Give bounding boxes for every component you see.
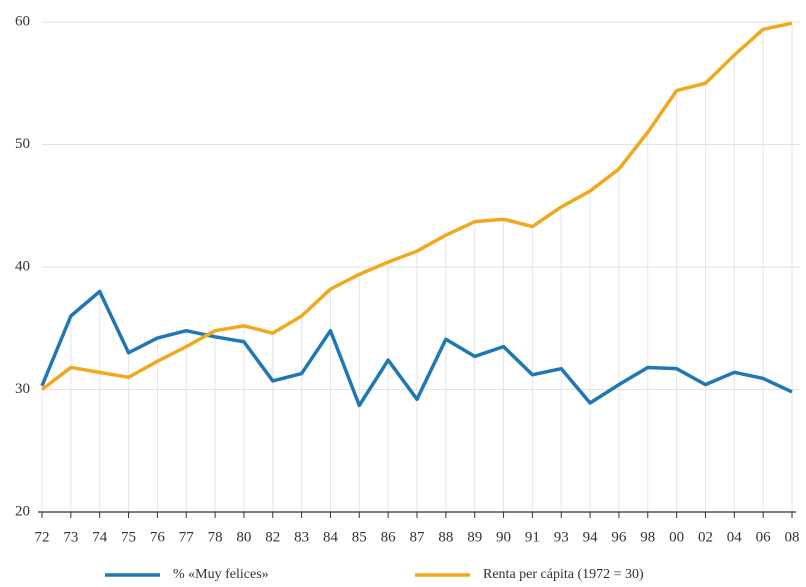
x-tick-label: 76	[150, 529, 166, 545]
legend-label: Renta per cápita (1972 = 30)	[483, 567, 644, 582]
x-tick-label: 85	[352, 529, 367, 545]
y-tick-label: 50	[15, 136, 30, 152]
y-tick-label: 30	[15, 381, 30, 397]
x-tick-label: 73	[63, 529, 78, 545]
x-tick-label: 86	[381, 529, 397, 545]
x-tick-label: 72	[35, 529, 50, 545]
x-tick-label: 84	[323, 529, 339, 545]
x-tick-label: 04	[727, 529, 743, 545]
x-tick-label: 82	[265, 529, 280, 545]
x-tick-label: 98	[640, 529, 655, 545]
series-line	[40, 21, 793, 391]
x-tick-label: 78	[208, 529, 223, 545]
x-tick-label: 87	[410, 529, 426, 545]
y-tick-label: 60	[15, 13, 30, 29]
x-tick-label: 89	[467, 529, 482, 545]
x-tick-label: 88	[438, 529, 453, 545]
y-tick-label: 20	[15, 503, 30, 519]
x-tick-label: 83	[294, 529, 309, 545]
x-tick-label: 74	[92, 529, 108, 545]
x-tick-label: 93	[554, 529, 569, 545]
y-tick-label: 40	[15, 258, 30, 274]
x-tick-label: 94	[583, 529, 599, 545]
x-tick-label: 80	[236, 529, 251, 545]
x-tick-label: 06	[756, 529, 772, 545]
x-tick-label: 00	[669, 529, 684, 545]
x-tick-label: 90	[496, 529, 511, 545]
x-tick-label: 08	[785, 529, 800, 545]
x-tick-label: 75	[121, 529, 136, 545]
legend-label: % «Muy felices»	[173, 567, 269, 582]
x-tick-label: 02	[698, 529, 713, 545]
x-tick-label: 91	[525, 529, 540, 545]
x-tick-label: 77	[179, 529, 195, 545]
series-line	[40, 289, 793, 408]
x-tick-label: 96	[611, 529, 627, 545]
